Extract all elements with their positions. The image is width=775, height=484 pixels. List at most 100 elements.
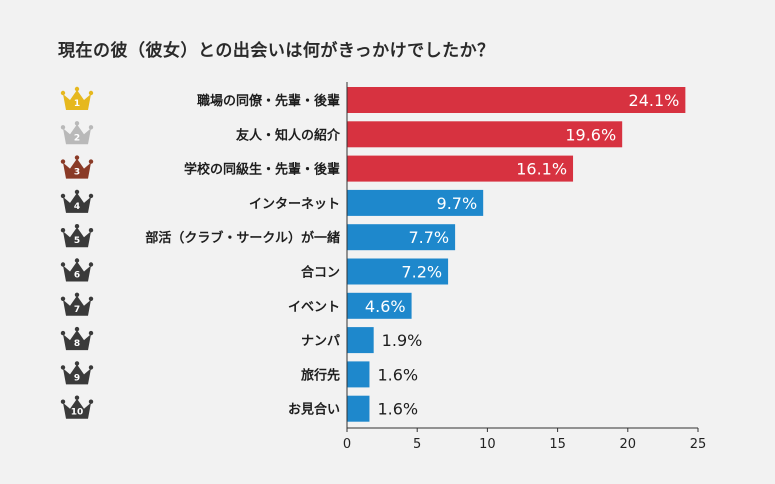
category-labels: 職場の同僚・先輩・後輩友人・知人の紹介学校の同級生・先輩・後輩インターネット部活… bbox=[145, 93, 341, 418]
data-label: 7.7% bbox=[408, 228, 449, 247]
crown-jewel bbox=[60, 193, 66, 199]
category-label: 旅行先 bbox=[301, 367, 340, 383]
bar bbox=[347, 258, 449, 285]
category-label: インターネット bbox=[249, 197, 340, 212]
bar bbox=[347, 224, 456, 251]
crown-jewel bbox=[60, 262, 66, 267]
category-label: お見合い bbox=[288, 402, 340, 418]
crown-jewel bbox=[88, 228, 94, 233]
crown-jewel bbox=[74, 121, 80, 126]
data-label: 9.7% bbox=[437, 194, 478, 213]
data-label: 1.9% bbox=[382, 331, 423, 350]
rank-number: 4 bbox=[74, 202, 80, 212]
rank-crown-icon: 3 bbox=[60, 155, 94, 179]
x-tick-label: 15 bbox=[549, 437, 566, 452]
category-label: 友人・知人の紹介 bbox=[236, 127, 341, 143]
data-label: 7.2% bbox=[401, 263, 442, 282]
crown-jewel bbox=[74, 258, 80, 263]
x-axis: 0 5 10 15 20 25 bbox=[343, 82, 706, 452]
category-label: 職場の同僚・先輩・後輩 bbox=[197, 93, 340, 109]
category-label: イベント bbox=[288, 300, 340, 315]
crown-jewel bbox=[74, 189, 80, 195]
rank-crown-icon: 5 bbox=[60, 224, 94, 248]
rank-number: 6 bbox=[74, 271, 80, 281]
crown-jewel bbox=[60, 296, 66, 301]
category-label: 学校の同級生・先輩・後輩 bbox=[184, 162, 340, 178]
rank-crown-icon: 10 bbox=[60, 395, 94, 419]
x-tick-label: 0 bbox=[343, 437, 351, 452]
crown-jewel bbox=[88, 90, 94, 96]
x-tick-label: 25 bbox=[690, 437, 707, 452]
data-label: 16.1% bbox=[516, 160, 567, 179]
rank-number: 10 bbox=[71, 408, 84, 418]
crown-jewel bbox=[88, 365, 94, 370]
rank-number: 7 bbox=[74, 305, 80, 315]
crown-shape bbox=[63, 90, 91, 110]
bar bbox=[347, 87, 686, 113]
crown-shape bbox=[63, 295, 91, 316]
crown-shape bbox=[63, 261, 91, 282]
bar bbox=[347, 361, 370, 388]
data-label: 4.6% bbox=[365, 297, 406, 316]
bar bbox=[347, 327, 374, 354]
crown-jewel bbox=[88, 330, 94, 336]
rank-number: 2 bbox=[74, 133, 80, 143]
crown-jewel bbox=[74, 292, 80, 297]
crown-jewel bbox=[88, 296, 94, 301]
crown-jewel bbox=[60, 399, 66, 404]
chart-title: 現在の彼（彼女）との出会いは何がきっかけでしたか？ bbox=[58, 41, 495, 61]
crown-shape bbox=[63, 330, 91, 351]
rank-number: 5 bbox=[74, 236, 80, 246]
crown-shape bbox=[63, 364, 91, 385]
rank-crown-icon: 9 bbox=[60, 361, 94, 385]
value-labels: 24.1% 19.6% 16.1% 9.7% 7.7% 7.2% 4.6% 1.9% 1.6% 1… bbox=[365, 91, 679, 419]
crown-jewel bbox=[74, 326, 80, 332]
rank-number: 8 bbox=[74, 339, 80, 349]
data-label: 19.6% bbox=[565, 125, 616, 144]
crown-jewel bbox=[60, 228, 66, 233]
category-label: 合コン bbox=[301, 265, 340, 281]
category-label: ナンパ bbox=[301, 334, 340, 349]
bar bbox=[347, 292, 412, 319]
crown-shape bbox=[63, 158, 91, 179]
data-label: 24.1% bbox=[629, 91, 680, 110]
crown-shape bbox=[63, 124, 91, 145]
crown-jewel bbox=[74, 361, 80, 366]
crown-shape bbox=[63, 398, 91, 419]
crown-jewel bbox=[88, 262, 94, 267]
x-tick-label: 10 bbox=[479, 437, 496, 452]
data-label: 1.6% bbox=[377, 365, 418, 384]
crown-jewel bbox=[74, 155, 80, 160]
crown-jewel bbox=[74, 224, 80, 229]
crown-jewel bbox=[74, 86, 80, 92]
bar bbox=[347, 189, 484, 216]
crown-shape bbox=[63, 192, 91, 213]
bar bbox=[347, 155, 574, 182]
rank-crown-icon: 1 bbox=[60, 86, 94, 110]
rank-number: 1 bbox=[74, 99, 80, 109]
bar bbox=[347, 395, 370, 422]
rank-crowns: 1 2 3 4 5 6 7 8 9 10 bbox=[60, 86, 94, 419]
data-label: 1.6% bbox=[377, 400, 418, 419]
category-label: 部活（クラブ・サークル）が一緒 bbox=[145, 230, 340, 246]
rank-number: 3 bbox=[74, 168, 80, 178]
rank-number: 9 bbox=[74, 373, 80, 383]
crown-jewel bbox=[88, 125, 94, 130]
rank-crown-icon: 6 bbox=[60, 258, 94, 282]
rank-crown-icon: 8 bbox=[60, 326, 94, 351]
crown-jewel bbox=[88, 159, 94, 164]
rank-crown-icon: 2 bbox=[60, 121, 94, 145]
crown-jewel bbox=[60, 90, 66, 96]
crown-shape bbox=[63, 227, 91, 248]
crown-jewel bbox=[74, 395, 80, 400]
x-tick-label: 20 bbox=[620, 437, 637, 452]
crown-jewel bbox=[60, 159, 66, 164]
bars bbox=[347, 87, 686, 422]
crown-jewel bbox=[60, 365, 66, 370]
crown-jewel bbox=[60, 125, 66, 130]
rank-crown-icon: 7 bbox=[60, 292, 94, 316]
bar bbox=[347, 121, 623, 148]
x-tick-label: 5 bbox=[413, 437, 421, 452]
crown-jewel bbox=[88, 193, 94, 199]
